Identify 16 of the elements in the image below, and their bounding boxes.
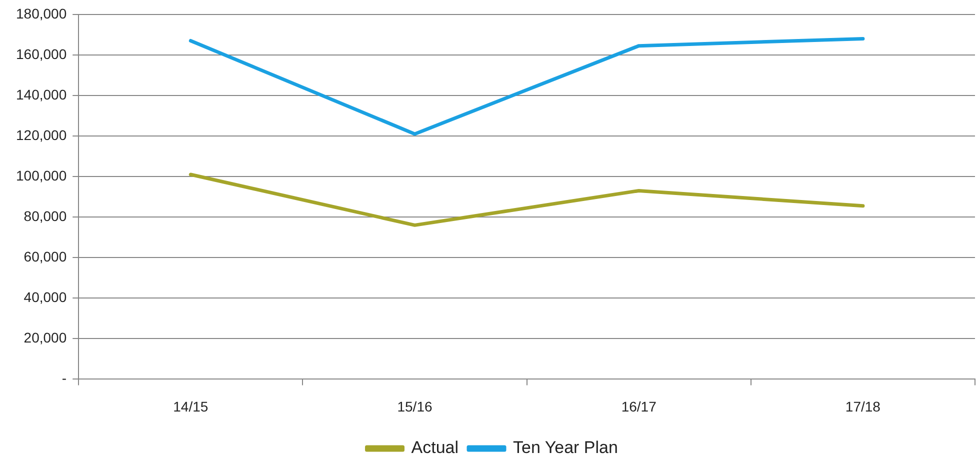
x-tick-label: 14/15: [173, 398, 208, 414]
y-tick-label: 140,000: [16, 86, 67, 102]
y-tick-label: 60,000: [24, 248, 67, 264]
y-tick-label: 160,000: [16, 46, 67, 62]
y-tick-label: 100,000: [16, 167, 67, 184]
legend-label: Ten Year Plan: [513, 438, 618, 458]
y-tick-label: 40,000: [24, 288, 67, 305]
x-tick-label: 17/18: [845, 398, 881, 414]
y-tick-label: 120,000: [16, 126, 67, 143]
x-tick-label: 16/17: [621, 398, 657, 414]
y-tick-label: 20,000: [24, 330, 67, 346]
x-tick-label: 15/16: [397, 398, 432, 414]
y-tick-label: -: [62, 370, 67, 386]
y-tick-label: 80,000: [24, 208, 67, 224]
y-tick-label: 180,000: [16, 5, 67, 22]
legend-label: Actual: [411, 438, 459, 458]
